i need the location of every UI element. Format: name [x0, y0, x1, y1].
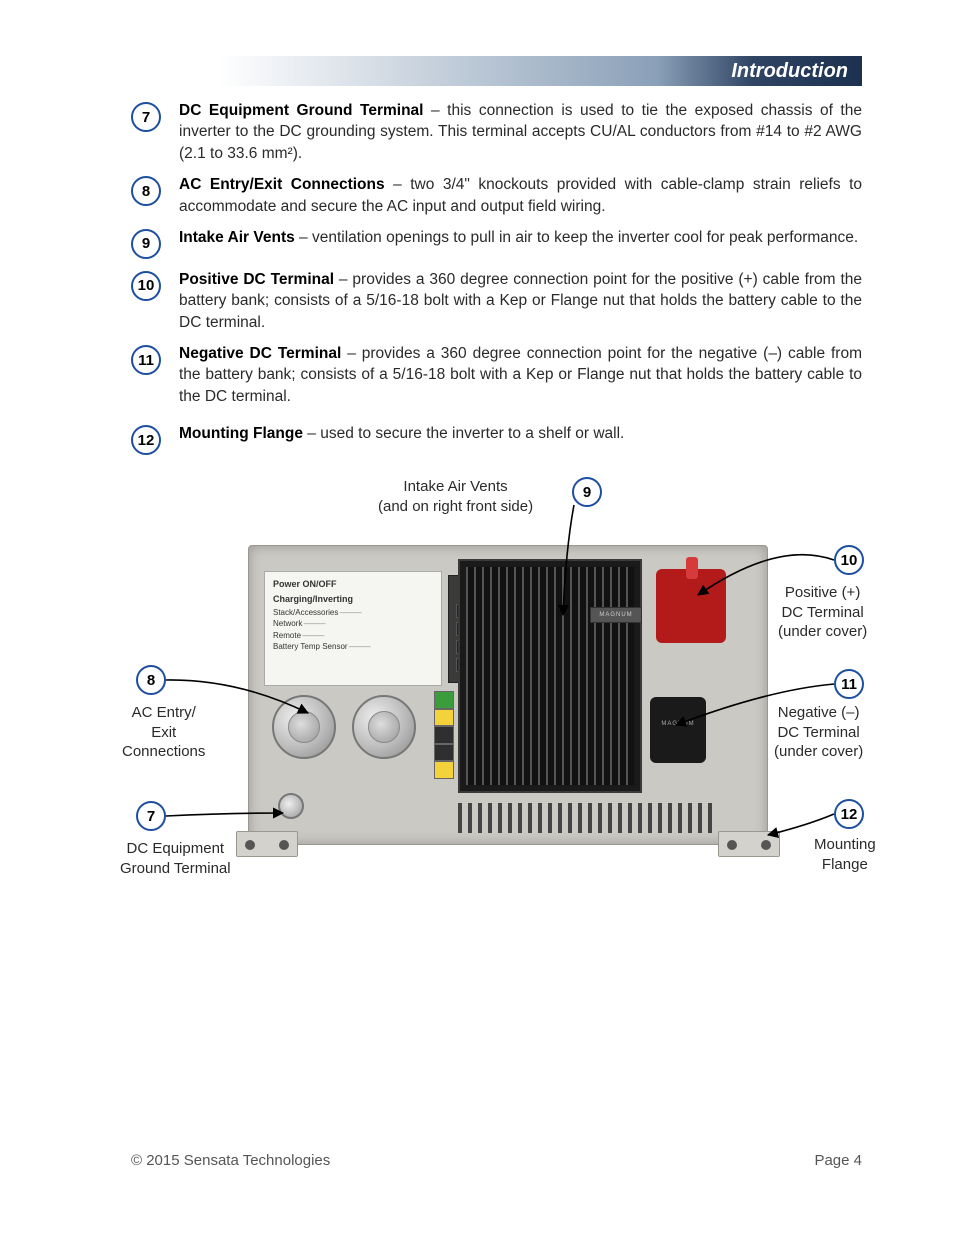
callout-label-8: AC Entry/ExitConnections	[122, 703, 205, 762]
page-header: Introduction	[131, 56, 862, 86]
callout-label-12: MountingFlange	[814, 835, 876, 874]
item-text: Intake Air Vents – ventilation openings …	[179, 227, 858, 248]
leader-lines	[118, 465, 878, 905]
item-text: AC Entry/Exit Connections – two 3/4" kno…	[179, 174, 862, 217]
callout-marker-8: 8	[136, 665, 166, 695]
header-title: Introduction	[731, 60, 848, 83]
definition-item: 11 Negative DC Terminal – provides a 360…	[131, 343, 862, 407]
definition-item: 8 AC Entry/Exit Connections – two 3/4" k…	[131, 174, 862, 217]
footer-copyright: © 2015 Sensata Technologies	[131, 1152, 330, 1169]
definition-item: 10 Positive DC Terminal – provides a 360…	[131, 269, 862, 333]
callout-marker-7: 7	[136, 801, 166, 831]
callout-marker-11: 11	[834, 669, 864, 699]
definition-item: 12 Mounting Flange – used to secure the …	[131, 423, 862, 455]
callout-label-7: DC EquipmentGround Terminal	[120, 839, 231, 878]
callout-marker-12: 12	[834, 799, 864, 829]
callout-label-9: Intake Air Vents(and on right front side…	[378, 477, 533, 516]
item-text: Negative DC Terminal – provides a 360 de…	[179, 343, 862, 407]
definition-item: 9 Intake Air Vents – ventilation opening…	[131, 227, 862, 259]
definitions-list: 7 DC Equipment Ground Terminal – this co…	[131, 100, 862, 465]
callout-marker-9: 9	[572, 477, 602, 507]
item-text: Mounting Flange – used to secure the inv…	[179, 423, 624, 444]
item-marker: 10	[131, 271, 161, 301]
leader-7	[166, 813, 283, 816]
callout-label-10: Positive (+)DC Terminal(under cover)	[778, 583, 867, 642]
leader-12	[768, 814, 834, 835]
callout-label-11: Negative (–)DC Terminal(under cover)	[774, 703, 863, 762]
leader-9	[563, 505, 574, 615]
page-footer: © 2015 Sensata Technologies Page 4	[131, 1152, 862, 1169]
product-diagram: Power ON/OFF Charging/Inverting Stack/Ac…	[118, 465, 878, 905]
item-marker: 7	[131, 102, 161, 132]
item-marker: 9	[131, 229, 161, 259]
item-text: DC Equipment Ground Terminal – this conn…	[179, 100, 862, 164]
item-text: Positive DC Terminal – provides a 360 de…	[179, 269, 862, 333]
item-marker: 8	[131, 176, 161, 206]
definition-item: 7 DC Equipment Ground Terminal – this co…	[131, 100, 862, 164]
footer-page-number: Page 4	[814, 1152, 862, 1169]
item-marker: 12	[131, 425, 161, 455]
item-marker: 11	[131, 345, 161, 375]
callout-marker-10: 10	[834, 545, 864, 575]
